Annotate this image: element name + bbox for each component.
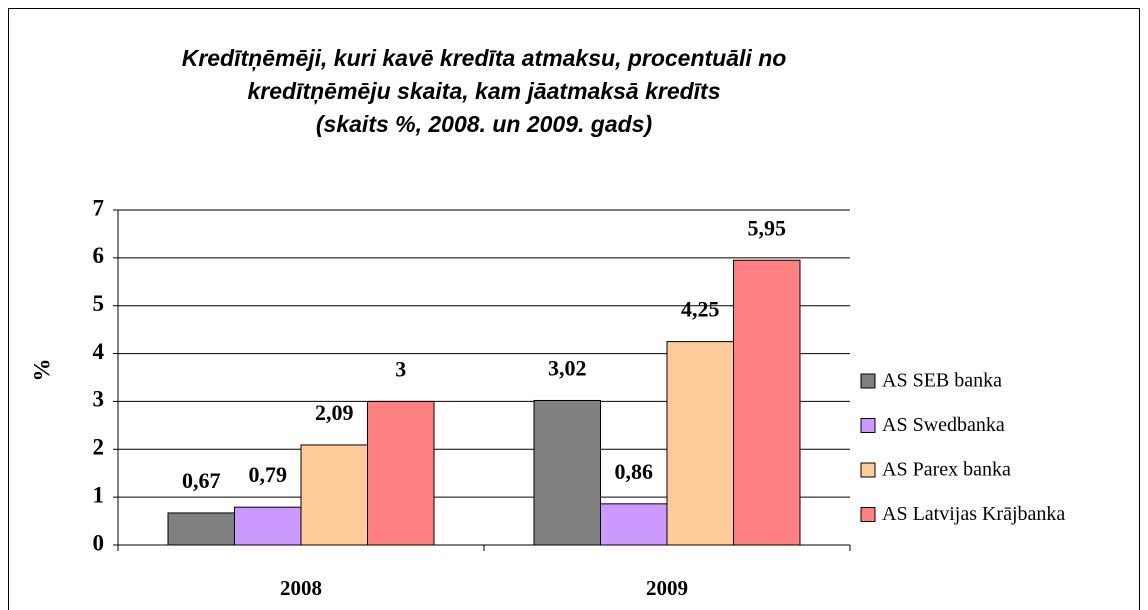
x-tick-label: 2008 [280,576,322,600]
value-label: 4,25 [681,297,720,322]
value-label: 2,09 [315,400,354,425]
bar [600,503,668,546]
y-axis-label: % [29,359,54,382]
value-label: 5,95 [748,215,787,240]
legend-swatch [860,507,876,522]
value-label: 0,86 [615,459,654,484]
bar [666,341,734,546]
y-tick-label: 1 [93,482,105,507]
legend-label: AS Swedbanka [882,414,1005,436]
y-tick-label: 6 [93,243,105,268]
chart-title: Kredītņēmēji, kuri kavē kredīta atmaksu,… [182,45,787,71]
legend-swatch [860,462,876,478]
bar [167,512,235,546]
bar [733,259,801,546]
y-tick-label: 5 [93,291,105,316]
y-tick-label: 0 [93,530,105,555]
value-label: 0,79 [249,462,288,487]
legend-label: AS Parex banka [882,459,1011,481]
y-tick-label: 4 [93,339,105,364]
value-label: 3 [395,356,406,381]
y-tick-label: 3 [93,387,105,412]
bar [234,506,302,546]
legend-label: AS Latvijas Krājbanka [882,503,1065,525]
y-tick-label: 7 [93,195,105,220]
legend-swatch [860,418,876,433]
bar [300,444,368,546]
bar [367,400,435,546]
chart-title: kredītņēmēju skaita, kam jāatmaksā kredī… [247,78,720,104]
value-label: 0,67 [182,468,221,493]
chart-title: (skaits %, 2008. un 2009. gads) [316,111,652,137]
bar [533,399,601,546]
legend-swatch [860,373,876,389]
x-tick-label: 2009 [646,576,688,600]
y-tick-label: 2 [93,435,105,460]
value-label: 3,02 [548,356,587,381]
legend-label: AS SEB banka [882,370,1002,392]
